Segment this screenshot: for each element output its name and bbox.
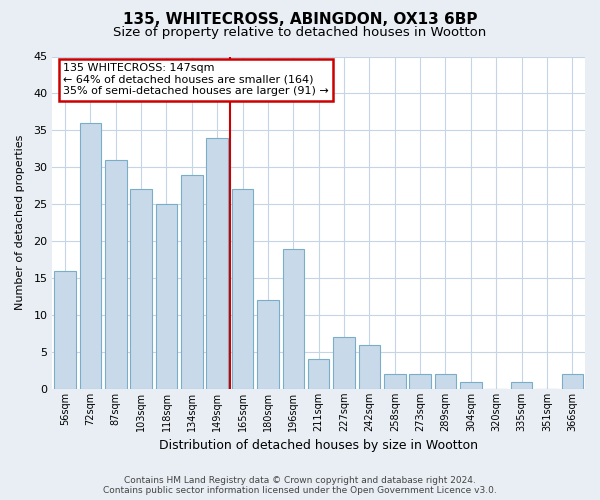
Bar xyxy=(206,138,228,389)
Bar xyxy=(257,300,279,389)
X-axis label: Distribution of detached houses by size in Wootton: Distribution of detached houses by size … xyxy=(159,440,478,452)
Bar xyxy=(308,360,329,389)
Bar xyxy=(283,248,304,389)
Bar xyxy=(54,270,76,389)
Bar xyxy=(333,337,355,389)
Bar xyxy=(155,204,177,389)
Bar xyxy=(80,123,101,389)
Bar xyxy=(359,344,380,389)
Bar xyxy=(105,160,127,389)
Bar xyxy=(562,374,583,389)
Text: Size of property relative to detached houses in Wootton: Size of property relative to detached ho… xyxy=(113,26,487,39)
Bar xyxy=(130,190,152,389)
Bar xyxy=(181,174,203,389)
Bar xyxy=(409,374,431,389)
Bar xyxy=(460,382,482,389)
Y-axis label: Number of detached properties: Number of detached properties xyxy=(15,135,25,310)
Text: 135 WHITECROSS: 147sqm
← 64% of detached houses are smaller (164)
35% of semi-de: 135 WHITECROSS: 147sqm ← 64% of detached… xyxy=(63,63,329,96)
Text: Contains public sector information licensed under the Open Government Licence v3: Contains public sector information licen… xyxy=(103,486,497,495)
Text: Contains HM Land Registry data © Crown copyright and database right 2024.: Contains HM Land Registry data © Crown c… xyxy=(124,476,476,485)
Bar xyxy=(435,374,456,389)
Bar xyxy=(384,374,406,389)
Bar xyxy=(232,190,253,389)
Text: 135, WHITECROSS, ABINGDON, OX13 6BP: 135, WHITECROSS, ABINGDON, OX13 6BP xyxy=(123,12,477,28)
Bar xyxy=(511,382,532,389)
